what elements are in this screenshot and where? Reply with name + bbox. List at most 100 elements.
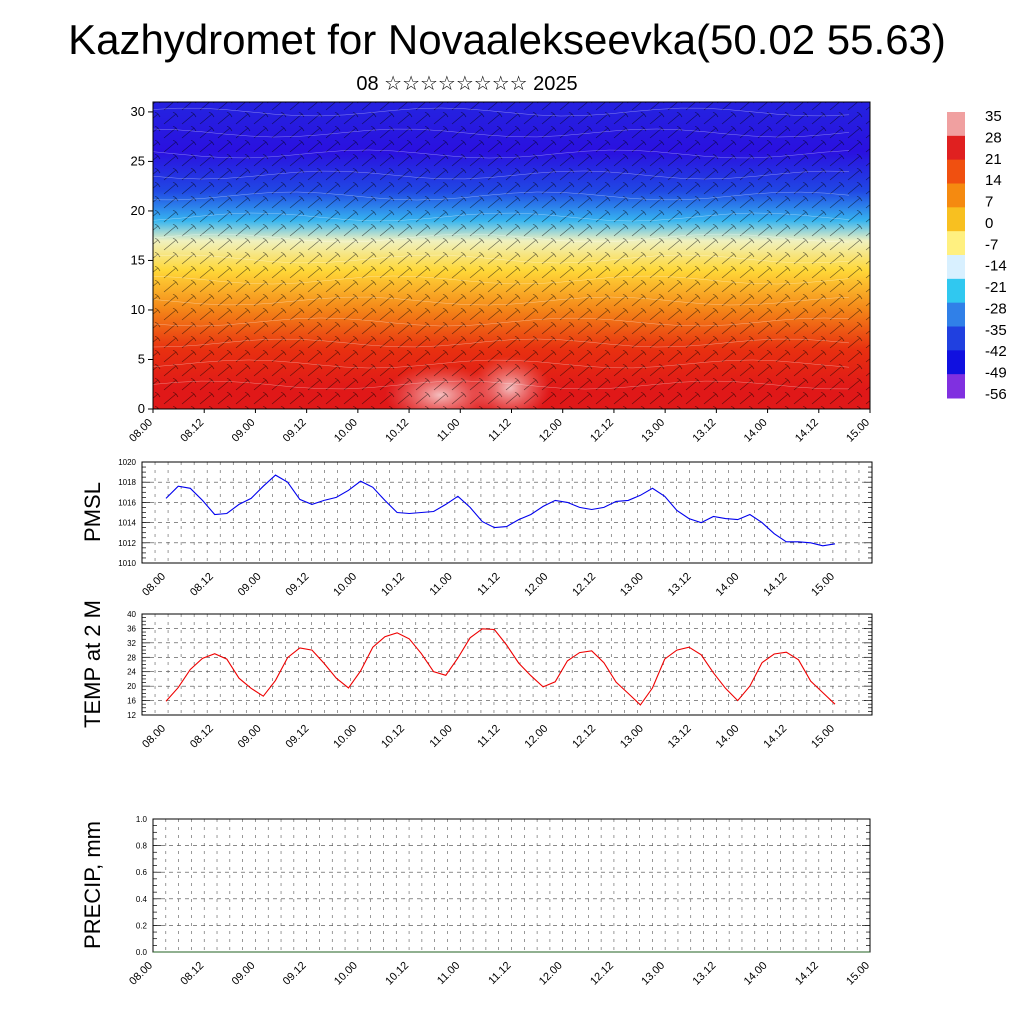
x-tick-label: 08.00 xyxy=(140,723,168,751)
x-tick-label: 11.12 xyxy=(486,960,513,987)
y-axis-title: TEMP at 2 M xyxy=(80,600,105,728)
x-tick-label: 12.12 xyxy=(570,723,598,751)
colorbar-swatch xyxy=(947,302,965,327)
y-tick-label: 32 xyxy=(127,639,136,648)
colorbar-swatch xyxy=(947,112,965,137)
colorbar-label: -7 xyxy=(985,236,998,253)
colorbar-label: 28 xyxy=(985,129,1002,146)
y-tick-label: 1018 xyxy=(118,478,136,487)
y-tick-label: 0.2 xyxy=(136,921,148,930)
y-tick-label: 1.0 xyxy=(136,815,148,824)
colorbar-swatch xyxy=(947,231,965,256)
pmsl-panel: 1010 1012 1014 1016 1018 1020 08.00 08.12 09.00 0… xyxy=(80,458,873,599)
x-tick-label: 08.12 xyxy=(178,960,206,988)
y-tick-label: 1012 xyxy=(118,539,136,548)
x-tick-label: 13.12 xyxy=(691,960,719,988)
contour-line xyxy=(153,317,850,327)
y-tick-label: 12 xyxy=(127,711,136,720)
x-tick-label: 14.12 xyxy=(793,417,821,445)
x-tick-label: 13.00 xyxy=(639,960,667,988)
colorbar-swatch xyxy=(947,350,965,375)
y-tick-label: 40 xyxy=(127,610,136,619)
x-tick-label: 12.12 xyxy=(588,960,616,988)
contour-line xyxy=(153,296,850,306)
y-tick-label: 1014 xyxy=(118,519,136,528)
x-tick-label: 10.12 xyxy=(383,960,411,988)
x-tick-label: 09.12 xyxy=(284,723,312,751)
contour-line xyxy=(153,338,850,348)
temperature-height-panel: 0 5 10 15 20 25 30 08.00 08.12 09.00 09.12 10.00 10.… xyxy=(127,101,872,445)
x-tick-label: 12.00 xyxy=(522,571,550,599)
y-tick-label: 30 xyxy=(131,104,145,119)
colorbar-label: 14 xyxy=(985,172,1002,189)
precip-panel: 0.0 0.2 0.4 0.6 0.8 1.0 08.00 08.12 09.00 09.12 10… xyxy=(80,815,872,988)
colorbar-swatch xyxy=(947,183,965,208)
contour-line xyxy=(153,149,850,159)
x-tick-label: 11.12 xyxy=(475,723,502,750)
chart-subtitle: 08 ☆☆☆☆☆☆☆☆ 2025 xyxy=(356,73,578,95)
y-tick-label: 20 xyxy=(127,682,136,691)
x-tick-label: 13.00 xyxy=(639,417,667,445)
x-tick-label: 10.12 xyxy=(379,571,407,599)
x-tick-label: 10.00 xyxy=(331,723,359,751)
x-tick-label: 10.12 xyxy=(383,417,411,445)
wind-barbs xyxy=(153,102,870,409)
colorbar-swatch xyxy=(947,326,965,351)
x-tick-label: 13.12 xyxy=(666,571,694,599)
contour-line xyxy=(153,380,850,390)
x-tick-label: 09.12 xyxy=(284,571,312,599)
contour-line xyxy=(153,170,850,180)
x-tick-label: 11.12 xyxy=(486,417,513,444)
colorbar-label: -14 xyxy=(985,258,1007,275)
x-tick-label: 15.00 xyxy=(844,417,872,445)
x-tick-label: 14.12 xyxy=(793,960,821,988)
x-tick-label: 12.12 xyxy=(588,417,616,445)
y-tick-label: 0.8 xyxy=(136,842,148,851)
y-tick-label: 0.6 xyxy=(136,868,148,877)
x-tick-label: 08.12 xyxy=(188,571,216,599)
colorbar-swatch xyxy=(947,135,965,161)
contour-line xyxy=(153,191,850,201)
x-tick-label: 13.00 xyxy=(618,571,646,599)
contour-line xyxy=(153,254,850,264)
x-tick-label: 09.00 xyxy=(230,417,258,445)
contour-line xyxy=(153,212,850,222)
colorbar-swatch xyxy=(947,207,965,232)
y-tick-label: 20 xyxy=(131,203,145,218)
colorbar-label: -35 xyxy=(985,322,1007,339)
x-tick-label: 12.00 xyxy=(537,417,565,445)
contour-line xyxy=(153,128,850,138)
colorbar-label: -28 xyxy=(985,300,1007,317)
y-tick-label: 1020 xyxy=(118,458,136,467)
y-tick-label: 0 xyxy=(138,401,145,416)
y-axis-title: PRECIP, mm xyxy=(80,821,105,949)
x-tick-label: 12.12 xyxy=(570,571,598,599)
contour-line xyxy=(153,275,850,285)
contour-line xyxy=(153,107,850,117)
series-line xyxy=(165,474,836,547)
x-tick-label: 08.00 xyxy=(127,960,155,988)
contour-line xyxy=(153,233,850,243)
x-tick-label: 09.12 xyxy=(281,417,309,445)
x-tick-label: 10.00 xyxy=(331,571,359,599)
colorbar-label: 21 xyxy=(985,151,1002,168)
colorbar-label: 7 xyxy=(985,194,993,211)
series-line xyxy=(165,628,836,706)
x-tick-label: 11.00 xyxy=(427,571,454,598)
colorbar-swatch xyxy=(947,278,965,304)
temp-panel: 12 16 20 24 28 32 36 40 08.00 08.12 09.00 09.12 10.0… xyxy=(80,600,873,751)
y-tick-label: 25 xyxy=(131,153,145,168)
colorbar-label: -21 xyxy=(985,279,1007,296)
x-tick-label: 11.00 xyxy=(427,723,454,750)
x-tick-label: 10.00 xyxy=(332,417,360,445)
x-tick-label: 15.00 xyxy=(809,571,837,599)
x-tick-label: 11.00 xyxy=(435,960,462,987)
y-tick-label: 16 xyxy=(127,697,136,706)
colorbar-label: -49 xyxy=(985,365,1007,382)
x-tick-label: 15.00 xyxy=(844,960,872,988)
contour-line xyxy=(153,359,850,369)
x-tick-label: 08.12 xyxy=(178,417,206,445)
x-tick-label: 10.00 xyxy=(332,960,360,988)
y-tick-label: 24 xyxy=(127,668,136,677)
